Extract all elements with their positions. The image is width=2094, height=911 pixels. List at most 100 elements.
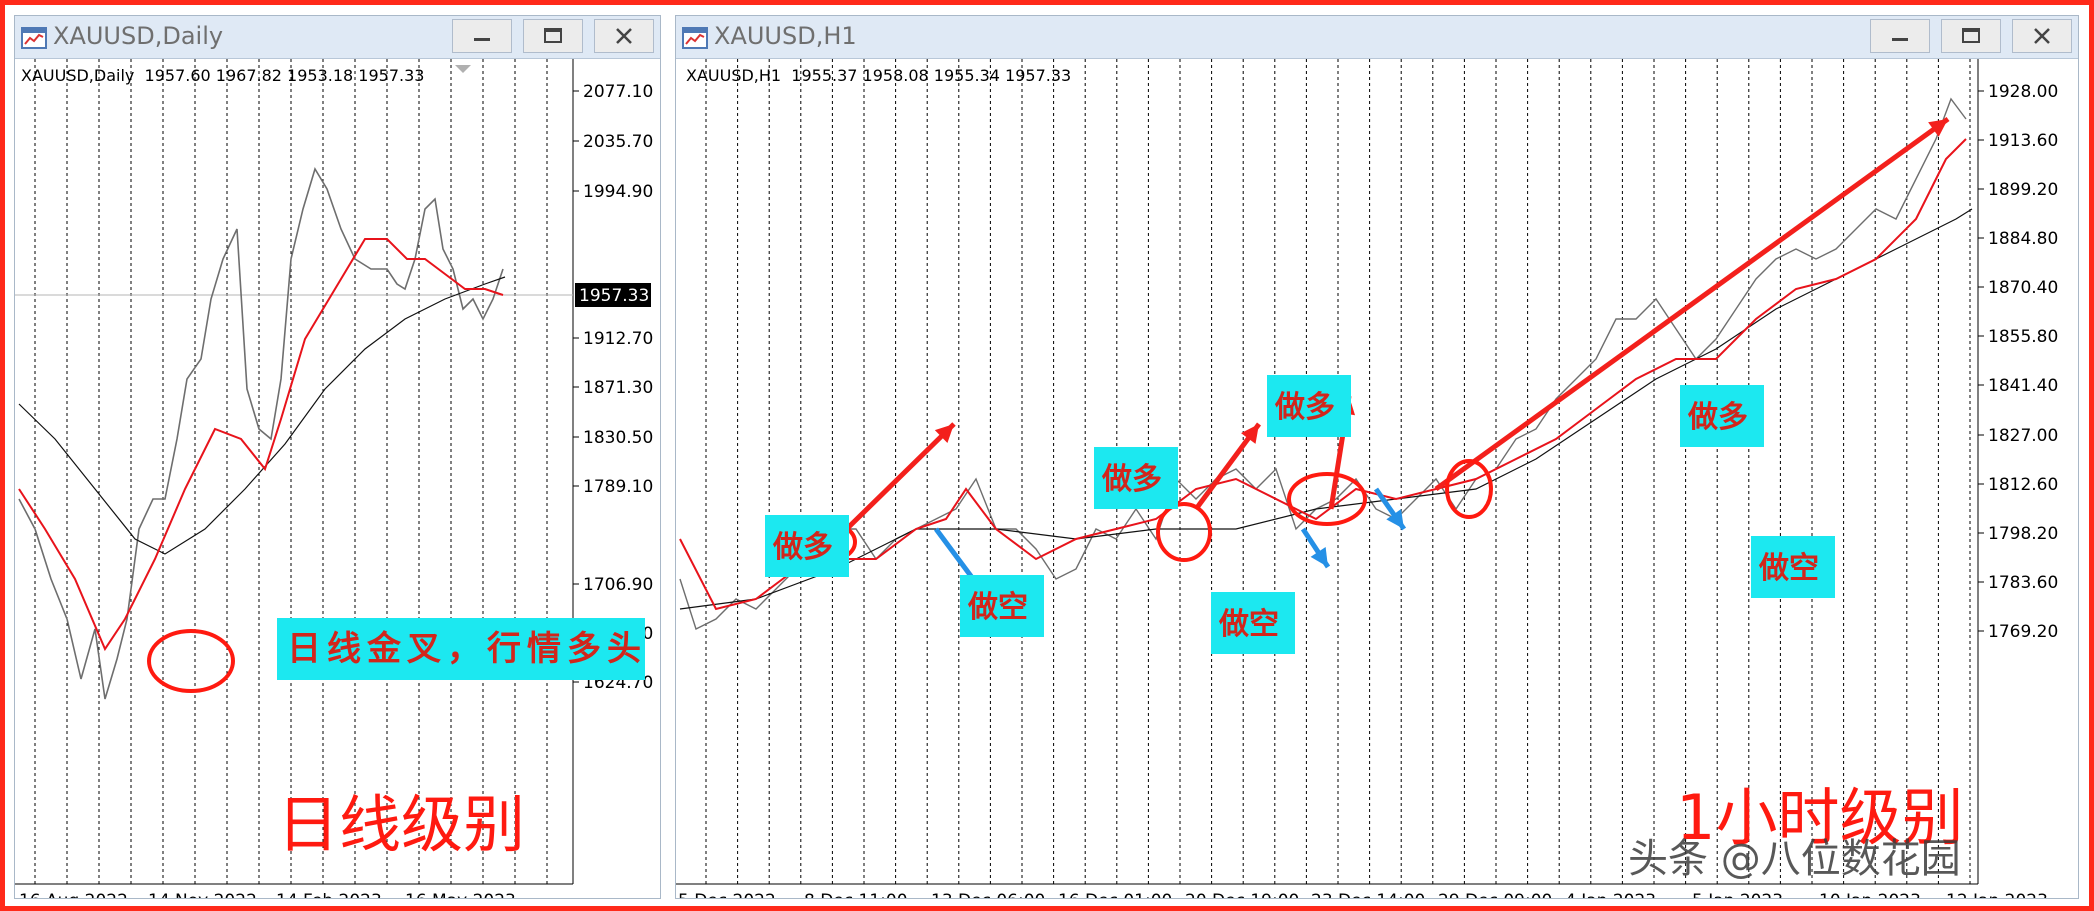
date-tick-label: 14 Feb 2023 xyxy=(276,891,382,898)
price-tick-label: 1769.20 xyxy=(1988,622,2058,642)
date-tick-label: 5 Jan 2023 xyxy=(1692,891,1783,898)
minimize-button[interactable] xyxy=(452,19,512,53)
hourly-title-bar[interactable]: XAUUSD,H1 xyxy=(676,16,2078,59)
close-button[interactable] xyxy=(2012,19,2072,53)
date-tick-label: 23 Dec 14:00 xyxy=(1311,891,1425,898)
price-tick-label: 1884.80 xyxy=(1988,229,2058,249)
date-tick-label: 16 Aug 2022 xyxy=(19,891,128,898)
price-tick-label: 1912.70 xyxy=(583,329,653,349)
date-tick-label: 20 Dec 19:00 xyxy=(1185,891,1299,898)
arrow-head-icon xyxy=(1928,119,1948,137)
long-signal-box xyxy=(765,515,849,577)
maximize-button[interactable] xyxy=(523,19,583,53)
daily-title-bar[interactable]: XAUUSD,Daily xyxy=(15,16,660,59)
signal-circle xyxy=(1287,472,1367,526)
long-signal-label: 做多 xyxy=(1687,400,1748,435)
price-tick-label: 2077.10 xyxy=(583,82,653,102)
date-tick-label: 16 Dec 01:00 xyxy=(1058,891,1172,898)
arrow-head-icon xyxy=(1310,547,1328,567)
daily-ma-fast-line xyxy=(18,238,504,652)
daily-info-text: XAUUSD,Daily 1957.60 1967.82 1953.18 195… xyxy=(21,66,424,85)
long-signal-label: 做多 xyxy=(1101,462,1162,497)
short-signal-label: 做空 xyxy=(1758,551,1819,586)
signal-circle xyxy=(1445,459,1493,519)
trade-arrow xyxy=(1434,116,1950,492)
annotation-text: 日线金叉，行情多头 xyxy=(287,629,647,669)
hourly-ma-slow-line xyxy=(679,208,1973,610)
price-tick-label: 1855.80 xyxy=(1988,327,2058,347)
chart-window-icon xyxy=(21,27,47,49)
minimize-icon xyxy=(1892,38,1908,41)
price-tick-label: 1798.20 xyxy=(1988,524,2058,544)
daily-level-label: 日线级别 xyxy=(277,788,525,861)
hourly-info-text: XAUUSD,H1 1955.37 1958.08 1955.34 1957.3… xyxy=(686,66,1071,85)
hourly-price-scale: 1928.00 1913.60 1899.20 1884.80 1870.40 1855.… xyxy=(1978,82,2058,642)
date-tick-label: 14 Nov 2022 xyxy=(148,891,257,898)
daily-price-series xyxy=(18,167,504,700)
arrow-head-icon xyxy=(934,424,954,444)
close-icon xyxy=(2034,28,2050,44)
arrow-head-icon xyxy=(1386,509,1404,529)
date-tick-label: 4 Jan 2023 xyxy=(1565,891,1656,898)
long-signal-box xyxy=(1680,385,1764,447)
window-title: XAUUSD,Daily xyxy=(53,22,224,50)
watermark: 头条 @八位数花园 xyxy=(1628,836,1961,882)
daily-price-scale: 2077.10 2035.70 1994.90 1912.70 1871.30 1830.… xyxy=(573,82,653,693)
date-tick-label: 12 Jan 2023 xyxy=(1946,891,2048,898)
short-signal-box xyxy=(1211,592,1295,654)
golden-cross-circle xyxy=(147,629,235,693)
price-tick-label: 1789.10 xyxy=(583,477,653,497)
price-tick-label: 1841.40 xyxy=(1988,376,2058,396)
long-signal-box xyxy=(1267,375,1351,437)
price-tick-label: 1812.60 xyxy=(1988,475,2058,495)
date-tick-label: 13 Dec 06:00 xyxy=(931,891,1045,898)
price-tick-label: 1827.00 xyxy=(1988,426,2058,446)
window-title: XAUUSD,H1 xyxy=(714,22,857,50)
date-tick-label: 10 Jan 2023 xyxy=(1819,891,1921,898)
short-signal-label: 做空 xyxy=(1218,607,1279,642)
price-tick-label: 1928.00 xyxy=(1988,82,2058,102)
daily-chart-svg[interactable]: XAUUSD,Daily 1957.60 1967.82 1953.18 195… xyxy=(15,59,660,898)
price-tick-label: 1913.60 xyxy=(1988,131,2058,151)
price-tick-label: 1994.90 xyxy=(583,182,653,202)
date-tick-label: 29 Dec 09:00 xyxy=(1438,891,1552,898)
hourly-chart-window[interactable]: XAUUSD,H1 XAUUSD,H1 1955.37 1958.08 1955… xyxy=(675,15,2079,899)
date-tick-label: 5 Dec 2022 xyxy=(678,891,776,898)
minimize-button[interactable] xyxy=(1870,19,1930,53)
minimize-icon xyxy=(474,38,490,41)
shift-marker-icon xyxy=(455,65,471,73)
close-button[interactable] xyxy=(594,19,654,53)
short-signal-label: 做空 xyxy=(967,590,1028,625)
maximize-icon xyxy=(1962,28,1980,43)
price-tick-label: 1899.20 xyxy=(1988,180,2058,200)
daily-chart-area[interactable]: XAUUSD,Daily 1957.60 1967.82 1953.18 195… xyxy=(15,59,660,898)
trade-arrows xyxy=(814,116,1950,601)
current-price-text: 1957.33 xyxy=(579,286,649,306)
hourly-chart-area[interactable]: XAUUSD,H1 1955.37 1958.08 1955.34 1957.3… xyxy=(676,59,2078,898)
long-signal-box xyxy=(1094,447,1178,509)
price-tick-label: 1706.90 xyxy=(583,575,653,595)
maximize-button[interactable] xyxy=(1941,19,2001,53)
long-signal-label: 做多 xyxy=(1274,390,1335,425)
hourly-chart-svg[interactable]: XAUUSD,H1 1955.37 1958.08 1955.34 1957.3… xyxy=(676,59,2078,898)
close-icon xyxy=(616,28,632,44)
date-tick-label: 16 May 2023 xyxy=(405,891,516,898)
hourly-level-label: 1小时级别 xyxy=(1676,781,1963,854)
hourly-time-scale: 5 Dec 2022 8 Dec 11:00 13 Dec 06:00 16 Dec … xyxy=(678,891,2048,898)
signal-circle xyxy=(1156,502,1212,562)
price-tick-label: 1783.60 xyxy=(1988,573,2058,593)
maximize-icon xyxy=(544,28,562,43)
hourly-ma-fast-line xyxy=(679,138,1967,611)
daily-time-scale: 16 Aug 2022 14 Nov 2022 14 Feb 2023 16 May … xyxy=(19,891,516,898)
price-tick-label: 1830.50 xyxy=(583,428,653,448)
hourly-price-series xyxy=(679,97,1967,630)
daily-chart-window[interactable]: XAUUSD,Daily XAUUSD,Daily 1957.60 1967.8… xyxy=(14,15,661,899)
arrow-head-icon xyxy=(1241,424,1259,444)
price-tick-label: 1871.30 xyxy=(583,378,653,398)
price-tick-label: 2035.70 xyxy=(583,132,653,152)
price-tick-label: 1870.40 xyxy=(1988,278,2058,298)
long-signal-label: 做多 xyxy=(772,530,833,565)
short-signal-box xyxy=(1751,536,1835,598)
daily-ma-slow-line xyxy=(18,276,506,555)
